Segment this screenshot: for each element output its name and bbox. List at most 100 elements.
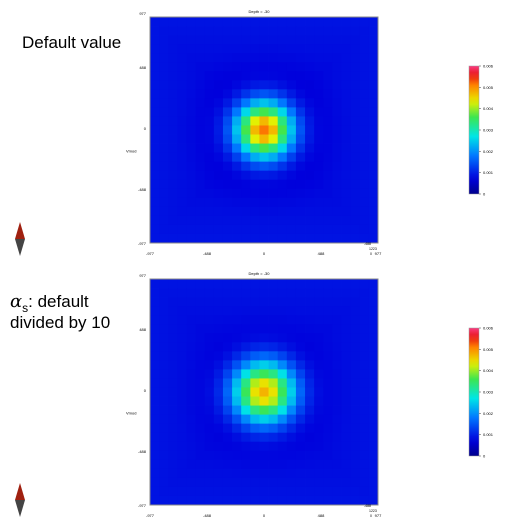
heatmap-cell	[177, 215, 187, 226]
heatmap-cell	[332, 441, 342, 452]
heatmap-cell	[186, 495, 196, 506]
heatmap-cell	[222, 98, 233, 108]
heatmap-cell	[232, 125, 242, 135]
heatmap-cell	[268, 396, 279, 406]
heatmap-cell	[305, 441, 315, 452]
heatmap-cell	[341, 143, 352, 153]
heatmap-cell	[204, 468, 215, 479]
heatmap-cell	[186, 351, 196, 361]
heatmap-cell	[323, 188, 333, 199]
heatmap-cell	[359, 98, 370, 108]
heatmap-cell	[259, 107, 269, 117]
heatmap-cell	[232, 333, 242, 343]
heatmap-cell	[204, 495, 215, 506]
heatmap-cell	[305, 71, 315, 81]
x-tick-label: 488	[318, 513, 325, 518]
heatmap-cell	[359, 414, 370, 425]
heatmap-cell	[368, 288, 379, 298]
heatmap-cell	[295, 188, 306, 199]
heatmap-cell	[341, 459, 352, 470]
heatmap-cell	[186, 233, 196, 244]
heatmap-cell	[277, 396, 288, 406]
heatmap-cell	[250, 44, 260, 54]
heatmap-cell	[268, 26, 279, 36]
heatmap-cell	[341, 432, 352, 443]
heatmap-cell	[332, 116, 342, 126]
heatmap-cell	[222, 324, 233, 334]
heatmap-cell	[332, 35, 342, 45]
heatmap-cell	[177, 44, 187, 54]
heatmap-cell	[250, 405, 260, 415]
heatmap-cell	[295, 17, 306, 27]
heatmap-cell	[305, 387, 315, 397]
heatmap-cell	[177, 486, 187, 497]
heatmap-cell	[159, 26, 169, 36]
heatmap-cell	[232, 89, 242, 99]
heatmap-cell	[286, 143, 297, 153]
heatmap-cell	[341, 215, 352, 226]
heatmap-cell	[222, 432, 233, 443]
heatmap-cell	[277, 26, 288, 36]
heatmap-cell	[259, 17, 269, 27]
heatmap-cell	[232, 351, 242, 361]
heatmap-cell	[323, 152, 333, 163]
heatmap-cell	[241, 206, 251, 217]
heatmap-cell	[332, 360, 342, 370]
heatmap-cell	[268, 89, 279, 99]
heatmap-cell	[359, 161, 370, 172]
heatmap-cell	[295, 179, 306, 190]
heatmap-cell	[341, 450, 352, 461]
heatmap-cell	[341, 224, 352, 235]
chart-title: Depth = -30	[248, 9, 270, 14]
heatmap-cell	[305, 477, 315, 488]
heatmap-cell	[213, 459, 224, 470]
heatmap-cell	[186, 107, 196, 117]
heatmap-cell	[277, 197, 288, 208]
heatmap-cell	[232, 423, 242, 434]
heatmap-cell	[305, 170, 315, 181]
heatmap-cell	[177, 405, 187, 415]
heatmap-cell	[232, 288, 242, 298]
heatmap-cell	[195, 351, 206, 361]
heatmap-cell	[268, 71, 279, 81]
heatmap-cell	[350, 477, 361, 488]
heatmap-cell	[268, 414, 279, 425]
heatmap-cell	[332, 486, 342, 497]
heatmap-cell	[341, 233, 352, 244]
heatmap-cell	[195, 369, 206, 379]
heatmap-cell	[323, 324, 333, 334]
heatmap-cell	[268, 459, 279, 470]
heatmap-cell	[250, 89, 260, 99]
heatmap-cell	[277, 486, 288, 497]
heatmap-cell	[277, 378, 288, 388]
heatmap-cell	[250, 233, 260, 244]
heatmap-cell	[332, 351, 342, 361]
heatmap-cell	[277, 405, 288, 415]
heatmap-cell	[268, 423, 279, 434]
heatmap-cell	[195, 414, 206, 425]
heatmap-cell	[323, 35, 333, 45]
heatmap-cell	[213, 197, 224, 208]
heatmap-cell	[213, 279, 224, 289]
heatmap-cell	[232, 170, 242, 181]
heatmap-cell	[314, 450, 324, 461]
heatmap-cell	[359, 53, 370, 63]
heatmap-cell	[222, 441, 233, 452]
heatmap-cell	[314, 80, 324, 90]
heatmap-cell	[213, 423, 224, 434]
heatmap-cell	[314, 405, 324, 415]
heatmap-cell	[305, 188, 315, 199]
y-tick-label: -488	[138, 449, 147, 454]
heatmap-cell	[286, 333, 297, 343]
heatmap-cell	[305, 35, 315, 45]
heatmap-cell	[268, 62, 279, 72]
heatmap-cell	[359, 152, 370, 163]
heatmap-cell	[195, 233, 206, 244]
heatmap-cell	[350, 188, 361, 199]
heatmap-cell	[332, 44, 342, 54]
heatmap-cell	[177, 26, 187, 36]
heatmap-cell	[268, 116, 279, 126]
heatmap-cell	[259, 468, 269, 479]
heatmap-cell	[241, 107, 251, 117]
heatmap-cell	[168, 179, 178, 190]
